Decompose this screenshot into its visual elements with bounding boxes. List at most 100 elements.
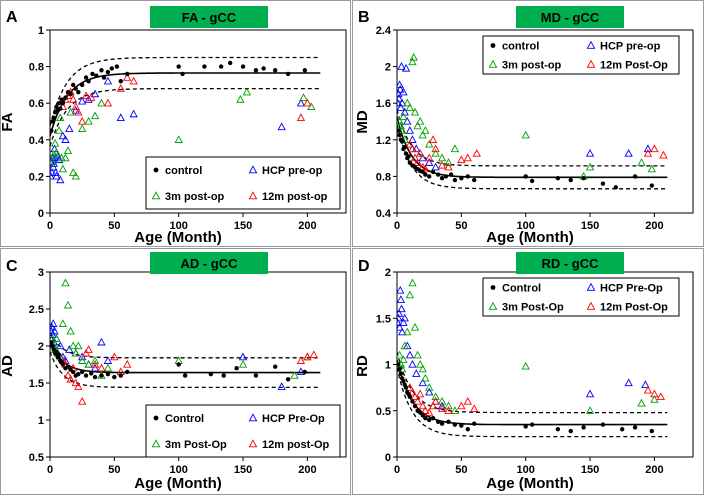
data-point-post12: [463, 153, 472, 162]
data-point-pre_op: [403, 116, 412, 125]
data-point-pre_op: [397, 62, 406, 70]
data-point-pre_op: [50, 330, 57, 339]
data-point-pre_op: [624, 378, 633, 387]
data-point-post12: [309, 350, 319, 359]
x-axis-title: Age (Month): [134, 229, 221, 246]
data-point-pre_op: [408, 359, 417, 368]
data-point-pre_op: [84, 94, 93, 103]
data-point-control: [50, 340, 54, 345]
data-point-control: [555, 176, 561, 181]
chart-title: FA - gCC: [182, 10, 237, 25]
data-point-post3: [77, 356, 87, 364]
data-point-post3: [444, 158, 453, 166]
x-tick-label: 200: [645, 464, 663, 476]
legend-label: 3m Post-Op: [502, 302, 564, 314]
data-point-control: [568, 428, 573, 434]
x-tick-label: 100: [170, 464, 188, 476]
data-point-pre_op: [277, 122, 286, 131]
data-point-control: [59, 97, 64, 102]
data-point-post3: [444, 401, 453, 410]
fit-curve-lower: [50, 351, 321, 389]
data-point-pre_op: [405, 126, 415, 134]
data-point-post3: [403, 98, 412, 107]
data-point-post3: [637, 158, 646, 166]
data-point-post3: [58, 319, 68, 327]
data-point-pre_op: [400, 313, 409, 322]
data-point-pre_op: [418, 378, 427, 387]
y-tick-label: 2: [385, 267, 391, 279]
data-point-post12: [424, 153, 434, 162]
data-point-post3: [307, 102, 316, 111]
data-point-pre_op: [103, 356, 113, 364]
legend-marker-control: [153, 415, 159, 421]
data-point-post12: [405, 139, 415, 148]
data-point-control: [402, 144, 407, 150]
data-point-control: [176, 64, 181, 69]
data-point-post12: [413, 158, 422, 166]
x-tick-label: 50: [108, 220, 120, 232]
data-point-pre_op: [585, 148, 595, 157]
data-point-post3: [410, 107, 420, 116]
data-point-post12: [81, 91, 91, 100]
data-point-pre_op: [399, 318, 408, 327]
data-point-post12: [68, 94, 78, 103]
data-point-pre_op: [624, 148, 633, 157]
data-point-post3: [50, 157, 57, 165]
data-point-control: [221, 373, 226, 378]
legend-label: control: [165, 165, 202, 177]
data-point-pre_op: [431, 162, 440, 171]
data-point-pre_op: [56, 175, 65, 184]
data-point-pre_op: [424, 158, 434, 166]
data-point-control: [397, 366, 402, 372]
data-point-post12: [428, 401, 438, 410]
data-point-control: [70, 82, 76, 88]
data-point-pre_op: [296, 98, 306, 107]
data-point-control: [208, 371, 214, 377]
y-tick-label: 1: [38, 25, 44, 37]
fit-curve-lower: [397, 124, 668, 190]
data-point-pre_op: [51, 168, 60, 176]
data-point-control: [176, 362, 181, 367]
chart-title-box: [516, 252, 624, 274]
data-point-post3: [63, 146, 73, 154]
data-point-control: [452, 177, 458, 183]
data-point-post3: [238, 359, 248, 368]
data-point-control: [51, 115, 57, 121]
data-point-post3: [421, 373, 430, 382]
y-tick-label: 1.2: [376, 135, 391, 147]
data-point-control: [401, 378, 406, 384]
data-point-post3: [421, 126, 430, 134]
legend-marker-post12: [248, 191, 258, 200]
data-point-post12: [643, 385, 653, 394]
chart-panel-b: 0.4 0.8 1.2 1.6 2 2.4 0 50 100 150 200 Age (Month) M…: [352, 0, 704, 247]
data-point-control: [253, 68, 259, 73]
y-tick-label: 2.5: [29, 304, 44, 316]
data-point-control: [420, 413, 425, 418]
data-point-control: [253, 373, 259, 378]
data-point-post12: [129, 76, 138, 85]
data-point-post12: [431, 144, 440, 153]
data-point-post12: [74, 107, 83, 116]
data-point-post3: [66, 107, 75, 116]
x-tick-label: 100: [517, 220, 535, 232]
data-point-control: [99, 373, 104, 378]
y-axis-title: MD: [354, 110, 371, 133]
data-point-pre_op: [61, 135, 70, 143]
data-point-post12: [431, 396, 440, 405]
data-point-post3: [405, 103, 415, 111]
data-point-post3: [585, 162, 595, 171]
data-point-post12: [470, 404, 479, 413]
data-point-post3: [56, 113, 65, 121]
data-point-pre_op: [103, 76, 113, 85]
data-point-control: [118, 373, 123, 378]
data-point-post3: [647, 164, 656, 173]
legend-marker-post3: [488, 59, 498, 68]
data-layer: [50, 56, 321, 184]
chart-panel-a: 0 0.2 0.4 0.6 0.8 1 0 50 100 150 200 Age (Month) FA A…: [0, 0, 351, 247]
data-point-control: [73, 86, 78, 91]
data-point-post12: [428, 135, 438, 143]
data-point-post12: [296, 113, 306, 121]
data-point-control: [101, 75, 107, 80]
chart-title-box: [150, 6, 268, 28]
legend-box: [482, 277, 680, 317]
